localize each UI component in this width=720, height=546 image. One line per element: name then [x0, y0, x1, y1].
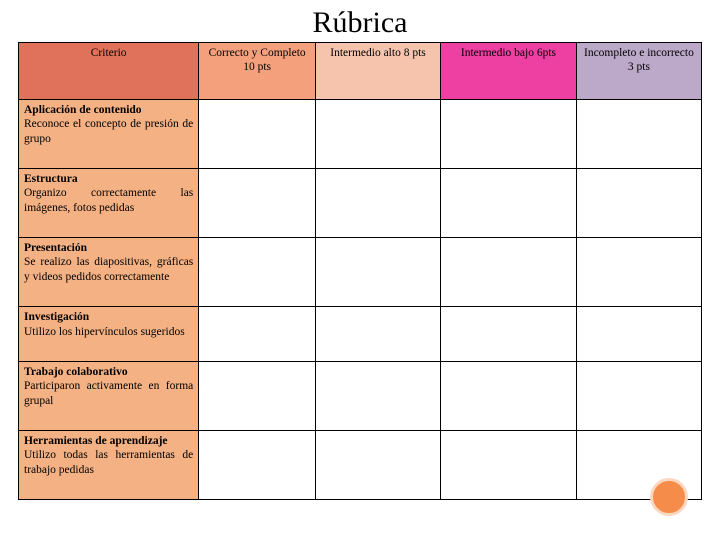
score-cell [576, 168, 701, 237]
table-row: Aplicación de contenidoReconoce el conce… [19, 99, 702, 168]
criterio-desc: Utilizo los hipervínculos sugeridos [24, 326, 185, 338]
table-row: PresentaciónSe realizo las diapositivas,… [19, 238, 702, 307]
criterio-cell: EstructuraOrganizo correctamente las imá… [19, 168, 199, 237]
score-cell [441, 168, 577, 237]
score-cell [576, 99, 701, 168]
criterio-desc: Participaron activamente en forma grupal [24, 380, 193, 406]
score-cell [315, 307, 440, 362]
score-cell [199, 361, 316, 430]
header-intermedio-bajo: Intermedio bajo 6pts [441, 43, 577, 100]
score-cell [441, 99, 577, 168]
criterio-title: Presentación [24, 241, 193, 255]
score-cell [441, 361, 577, 430]
score-cell [576, 361, 701, 430]
rubric-table-wrap: Criterio Correcto y Completo10 pts Inter… [0, 42, 720, 512]
criterio-desc: Reconoce el concepto de presión de grupo [24, 118, 193, 144]
score-cell [315, 238, 440, 307]
page-title: Rúbrica [0, 6, 720, 40]
criterio-title: Investigación [24, 310, 193, 324]
header-correcto: Correcto y Completo10 pts [199, 43, 316, 100]
header-intermedio-alto: Intermedio alto 8 pts [315, 43, 440, 100]
decor-circle-icon [650, 478, 688, 516]
criterio-title: Herramientas de aprendizaje [24, 434, 193, 448]
score-cell [441, 431, 577, 500]
score-cell [315, 168, 440, 237]
criterio-title: Trabajo colaborativo [24, 365, 193, 379]
criterio-desc: Utilizo todas las herramientas de trabaj… [24, 449, 193, 475]
criterio-cell: Aplicación de contenidoReconoce el conce… [19, 99, 199, 168]
score-cell [199, 431, 316, 500]
score-cell [199, 238, 316, 307]
header-row: Criterio Correcto y Completo10 pts Inter… [19, 43, 702, 100]
score-cell [315, 99, 440, 168]
table-row: Trabajo colaborativoParticiparon activam… [19, 361, 702, 430]
table-row: Herramientas de aprendizajeUtilizo todas… [19, 431, 702, 500]
rubric-body: Aplicación de contenidoReconoce el conce… [19, 99, 702, 499]
score-cell [315, 431, 440, 500]
criterio-title: Estructura [24, 172, 193, 186]
score-cell [441, 238, 577, 307]
score-cell [576, 238, 701, 307]
header-incompleto: Incompleto e incorrecto 3 pts [576, 43, 701, 100]
criterio-title: Aplicación de contenido [24, 103, 193, 117]
table-row: Investigación Utilizo los hipervínculos s… [19, 307, 702, 362]
score-cell [576, 307, 701, 362]
criterio-desc: Se realizo las diapositivas, gráficas y … [24, 256, 193, 282]
criterio-cell: PresentaciónSe realizo las diapositivas,… [19, 238, 199, 307]
header-criterio: Criterio [19, 43, 199, 100]
criterio-cell: Trabajo colaborativoParticiparon activam… [19, 361, 199, 430]
score-cell [199, 99, 316, 168]
score-cell [199, 168, 316, 237]
score-cell [441, 307, 577, 362]
table-row: EstructuraOrganizo correctamente las imá… [19, 168, 702, 237]
score-cell [199, 307, 316, 362]
criterio-cell: Herramientas de aprendizajeUtilizo todas… [19, 431, 199, 500]
rubric-table: Criterio Correcto y Completo10 pts Inter… [18, 42, 702, 500]
criterio-desc: Organizo correctamente las imágenes, fot… [24, 187, 193, 213]
criterio-cell: Investigación Utilizo los hipervínculos s… [19, 307, 199, 362]
score-cell [315, 361, 440, 430]
